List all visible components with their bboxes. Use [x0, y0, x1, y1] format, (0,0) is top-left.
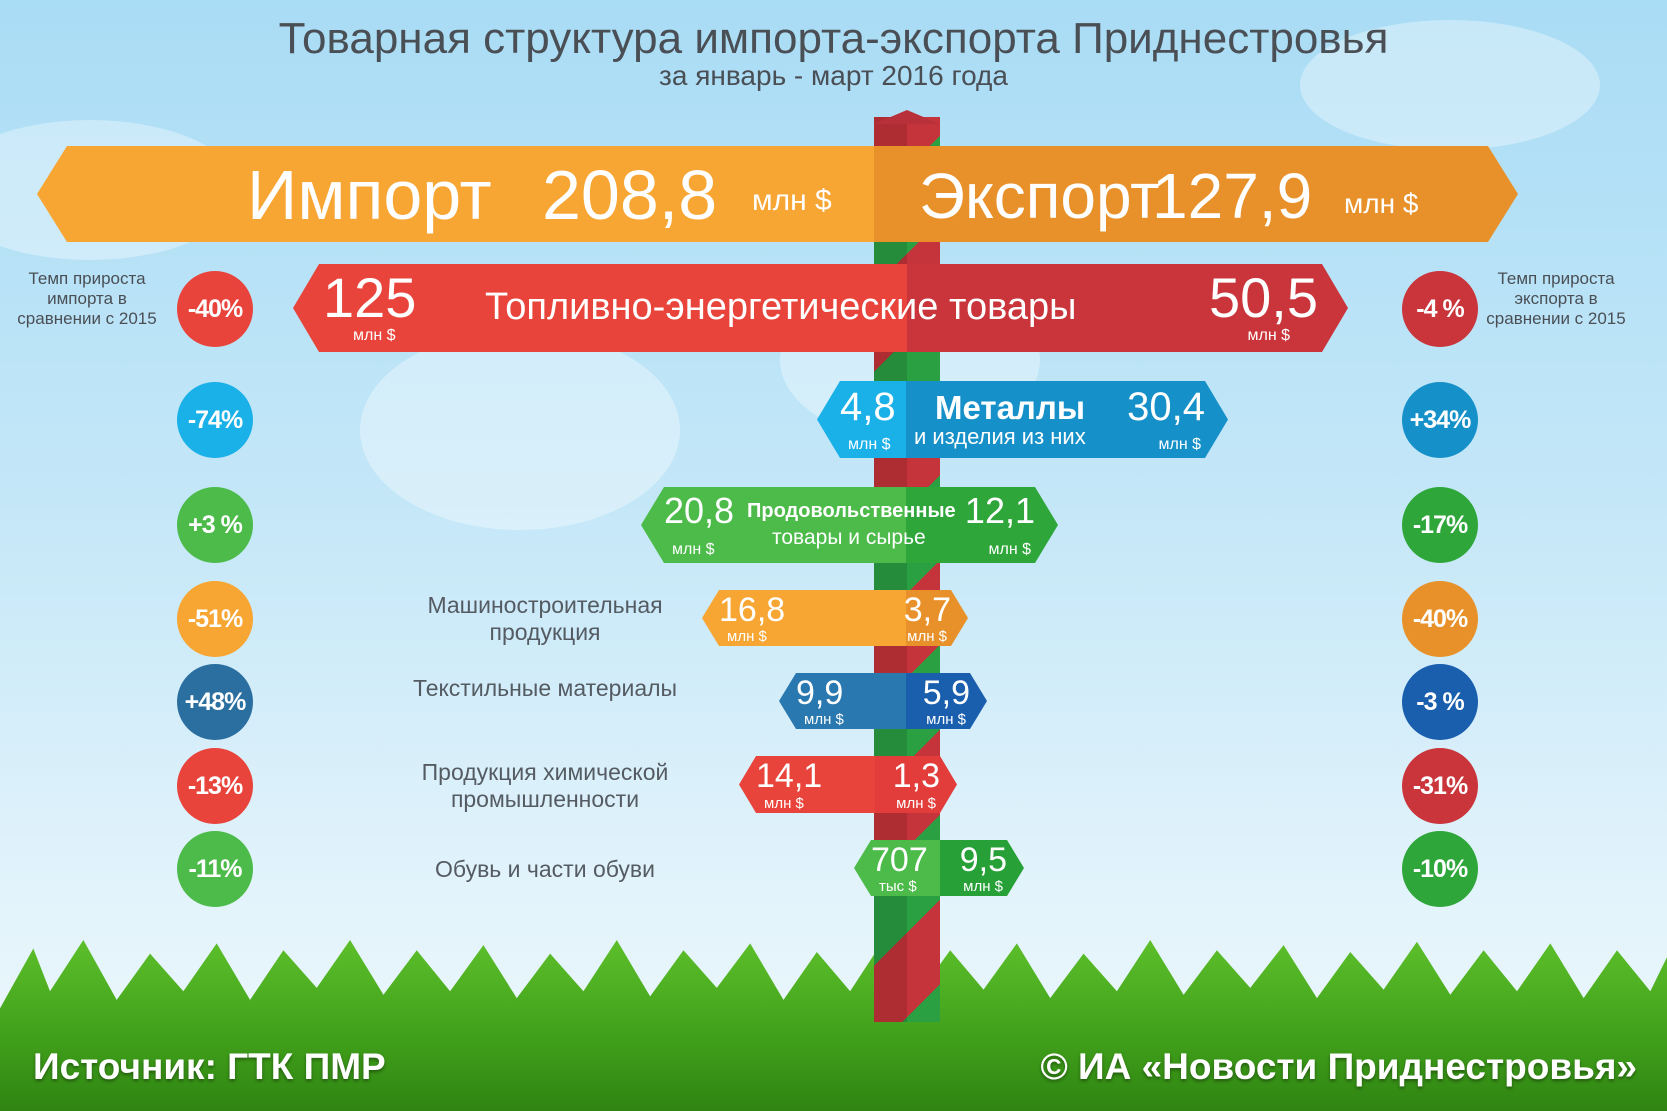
category-sign: 16,8 млн $3,7 млн $ [702, 590, 968, 646]
import-change-badge: -74% [177, 382, 253, 458]
import-value: 4,8 [840, 385, 896, 429]
import-unit: млн $ [752, 184, 832, 217]
import-panel: 9,9 млн $ [779, 673, 906, 729]
import-change-badge: -51% [177, 581, 253, 657]
export-panel: 3,7 млн $ [906, 590, 968, 646]
export-unit: млн $ [1158, 436, 1201, 453]
export-panel: 1,3 млн $ [875, 756, 957, 813]
export-value: 50,5 [1209, 266, 1318, 329]
category-sign: 125 млн $50,5 млн $ Топливно-энергетические… [293, 264, 1348, 352]
export-value: 30,4 [1127, 385, 1205, 429]
category-sign: 14,1 млн $1,3 млн $ [739, 756, 957, 813]
import-panel: 20,8 млн $ [641, 487, 906, 563]
export-panel: 5,9 млн $ [906, 673, 987, 729]
import-value: 20,8 [664, 490, 735, 531]
category-name: Продовольственные [747, 500, 956, 522]
export-panel: 9,5 млн $ [940, 840, 1024, 896]
export-unit: млн $ [907, 628, 947, 645]
import-panel: 16,8 млн $ [702, 590, 906, 646]
import-value: 9,9 [796, 674, 844, 712]
export-unit: млн $ [988, 541, 1031, 558]
export-panel: 30,4 млн $ [906, 381, 1228, 458]
cloud [1300, 20, 1600, 150]
import-unit: млн $ [764, 795, 804, 812]
import-panel: 4,8 млн $ [817, 381, 906, 458]
category-label: Обувь и части обуви [435, 856, 655, 882]
export-panel: 12,1 млн $ [906, 487, 1058, 563]
export-value: 127,9 [1152, 160, 1313, 232]
import-unit: млн $ [727, 628, 767, 645]
import-panel: Импорт 208,8 млн $ [37, 146, 874, 242]
import-unit: тыс $ [879, 878, 917, 895]
import-value: 208,8 [542, 156, 718, 234]
page-title: Товарная структура импорта-экспорта Прид… [278, 14, 1389, 63]
category-name-sub: и изделия из них [914, 424, 1086, 449]
export-value: 1,3 [892, 757, 940, 795]
category-sign: 4,8 млн $ 30,4 млн $ Металлы и изделия из них [817, 381, 1228, 458]
category-sign: 9,9 млн $5,9 млн $ [779, 673, 987, 729]
export-panel: 50,5 млн $ [907, 264, 1348, 352]
category-label: Продукция химической промышленности [421, 759, 669, 812]
import-growth-note: Темп прироста импорта в сравнении с 2015 [17, 269, 157, 328]
export-unit: млн $ [926, 711, 966, 728]
export-value: 3,7 [903, 591, 951, 629]
category-name-sub: товары и сырье [772, 526, 926, 549]
export-unit: млн $ [963, 878, 1003, 895]
import-unit: млн $ [353, 327, 396, 344]
import-panel: 125 млн $ [293, 264, 907, 352]
import-change-badge: +48% [177, 664, 253, 740]
export-value: 5,9 [922, 674, 970, 712]
category-name: Металлы [935, 389, 1086, 426]
source-text: Источник: ГТК ПМР [33, 1046, 386, 1087]
import-export-sign: Импорт 208,8 млн $ Экспорт 127,9 млн $ [37, 146, 1518, 242]
export-panel: Экспорт 127,9 млн $ [874, 146, 1518, 242]
import-value: 125 [323, 266, 417, 329]
import-unit: млн $ [672, 541, 715, 558]
category-label: Машиностроительная продукция [427, 592, 663, 645]
import-panel: 14,1 млн $ [739, 756, 875, 813]
import-change-badge: +3 % [177, 487, 253, 563]
import-change-badge: -11% [177, 831, 253, 907]
export-change-badge: +34% [1402, 382, 1478, 458]
import-unit: млн $ [804, 711, 844, 728]
import-value: 16,8 [719, 591, 786, 629]
import-change-badge: -13% [177, 748, 253, 824]
export-change-badge: -4 % [1402, 271, 1478, 347]
export-value: 12,1 [964, 490, 1035, 531]
import-value: 707 [871, 841, 928, 879]
import-change-badge: -40% [177, 271, 253, 347]
import-panel: 707 тыс $ [854, 840, 940, 896]
category-label: Текстильные материалы [412, 675, 678, 701]
cloud [360, 330, 680, 530]
export-change-badge: -10% [1402, 831, 1478, 907]
export-growth-note: Темп прироста экспорта в сравнении с 201… [1486, 269, 1626, 328]
import-value: 14,1 [756, 757, 823, 795]
export-change-badge: -31% [1402, 748, 1478, 824]
export-unit: млн $ [896, 795, 936, 812]
export-change-badge: -40% [1402, 581, 1478, 657]
export-value: 9,5 [959, 841, 1007, 879]
export-unit: млн $ [1344, 188, 1419, 219]
import-label: Импорт [247, 156, 492, 234]
export-change-badge: -17% [1402, 487, 1478, 563]
category-name: Топливно-энергетические товары [485, 286, 1077, 328]
copyright-text: © ИА «Новости Приднестровья» [1040, 1046, 1637, 1087]
category-sign: 707 тыс $9,5 млн $ [854, 840, 1024, 896]
export-change-badge: -3 % [1402, 664, 1478, 740]
export-label: Экспорт [919, 160, 1160, 232]
import-unit: млн $ [848, 436, 891, 453]
export-unit: млн $ [1247, 327, 1290, 344]
category-sign: 20,8 млн $ 12,1 млн $ Продовольственные товар… [641, 487, 1058, 563]
page-subtitle: за январь - март 2016 года [659, 60, 1008, 91]
